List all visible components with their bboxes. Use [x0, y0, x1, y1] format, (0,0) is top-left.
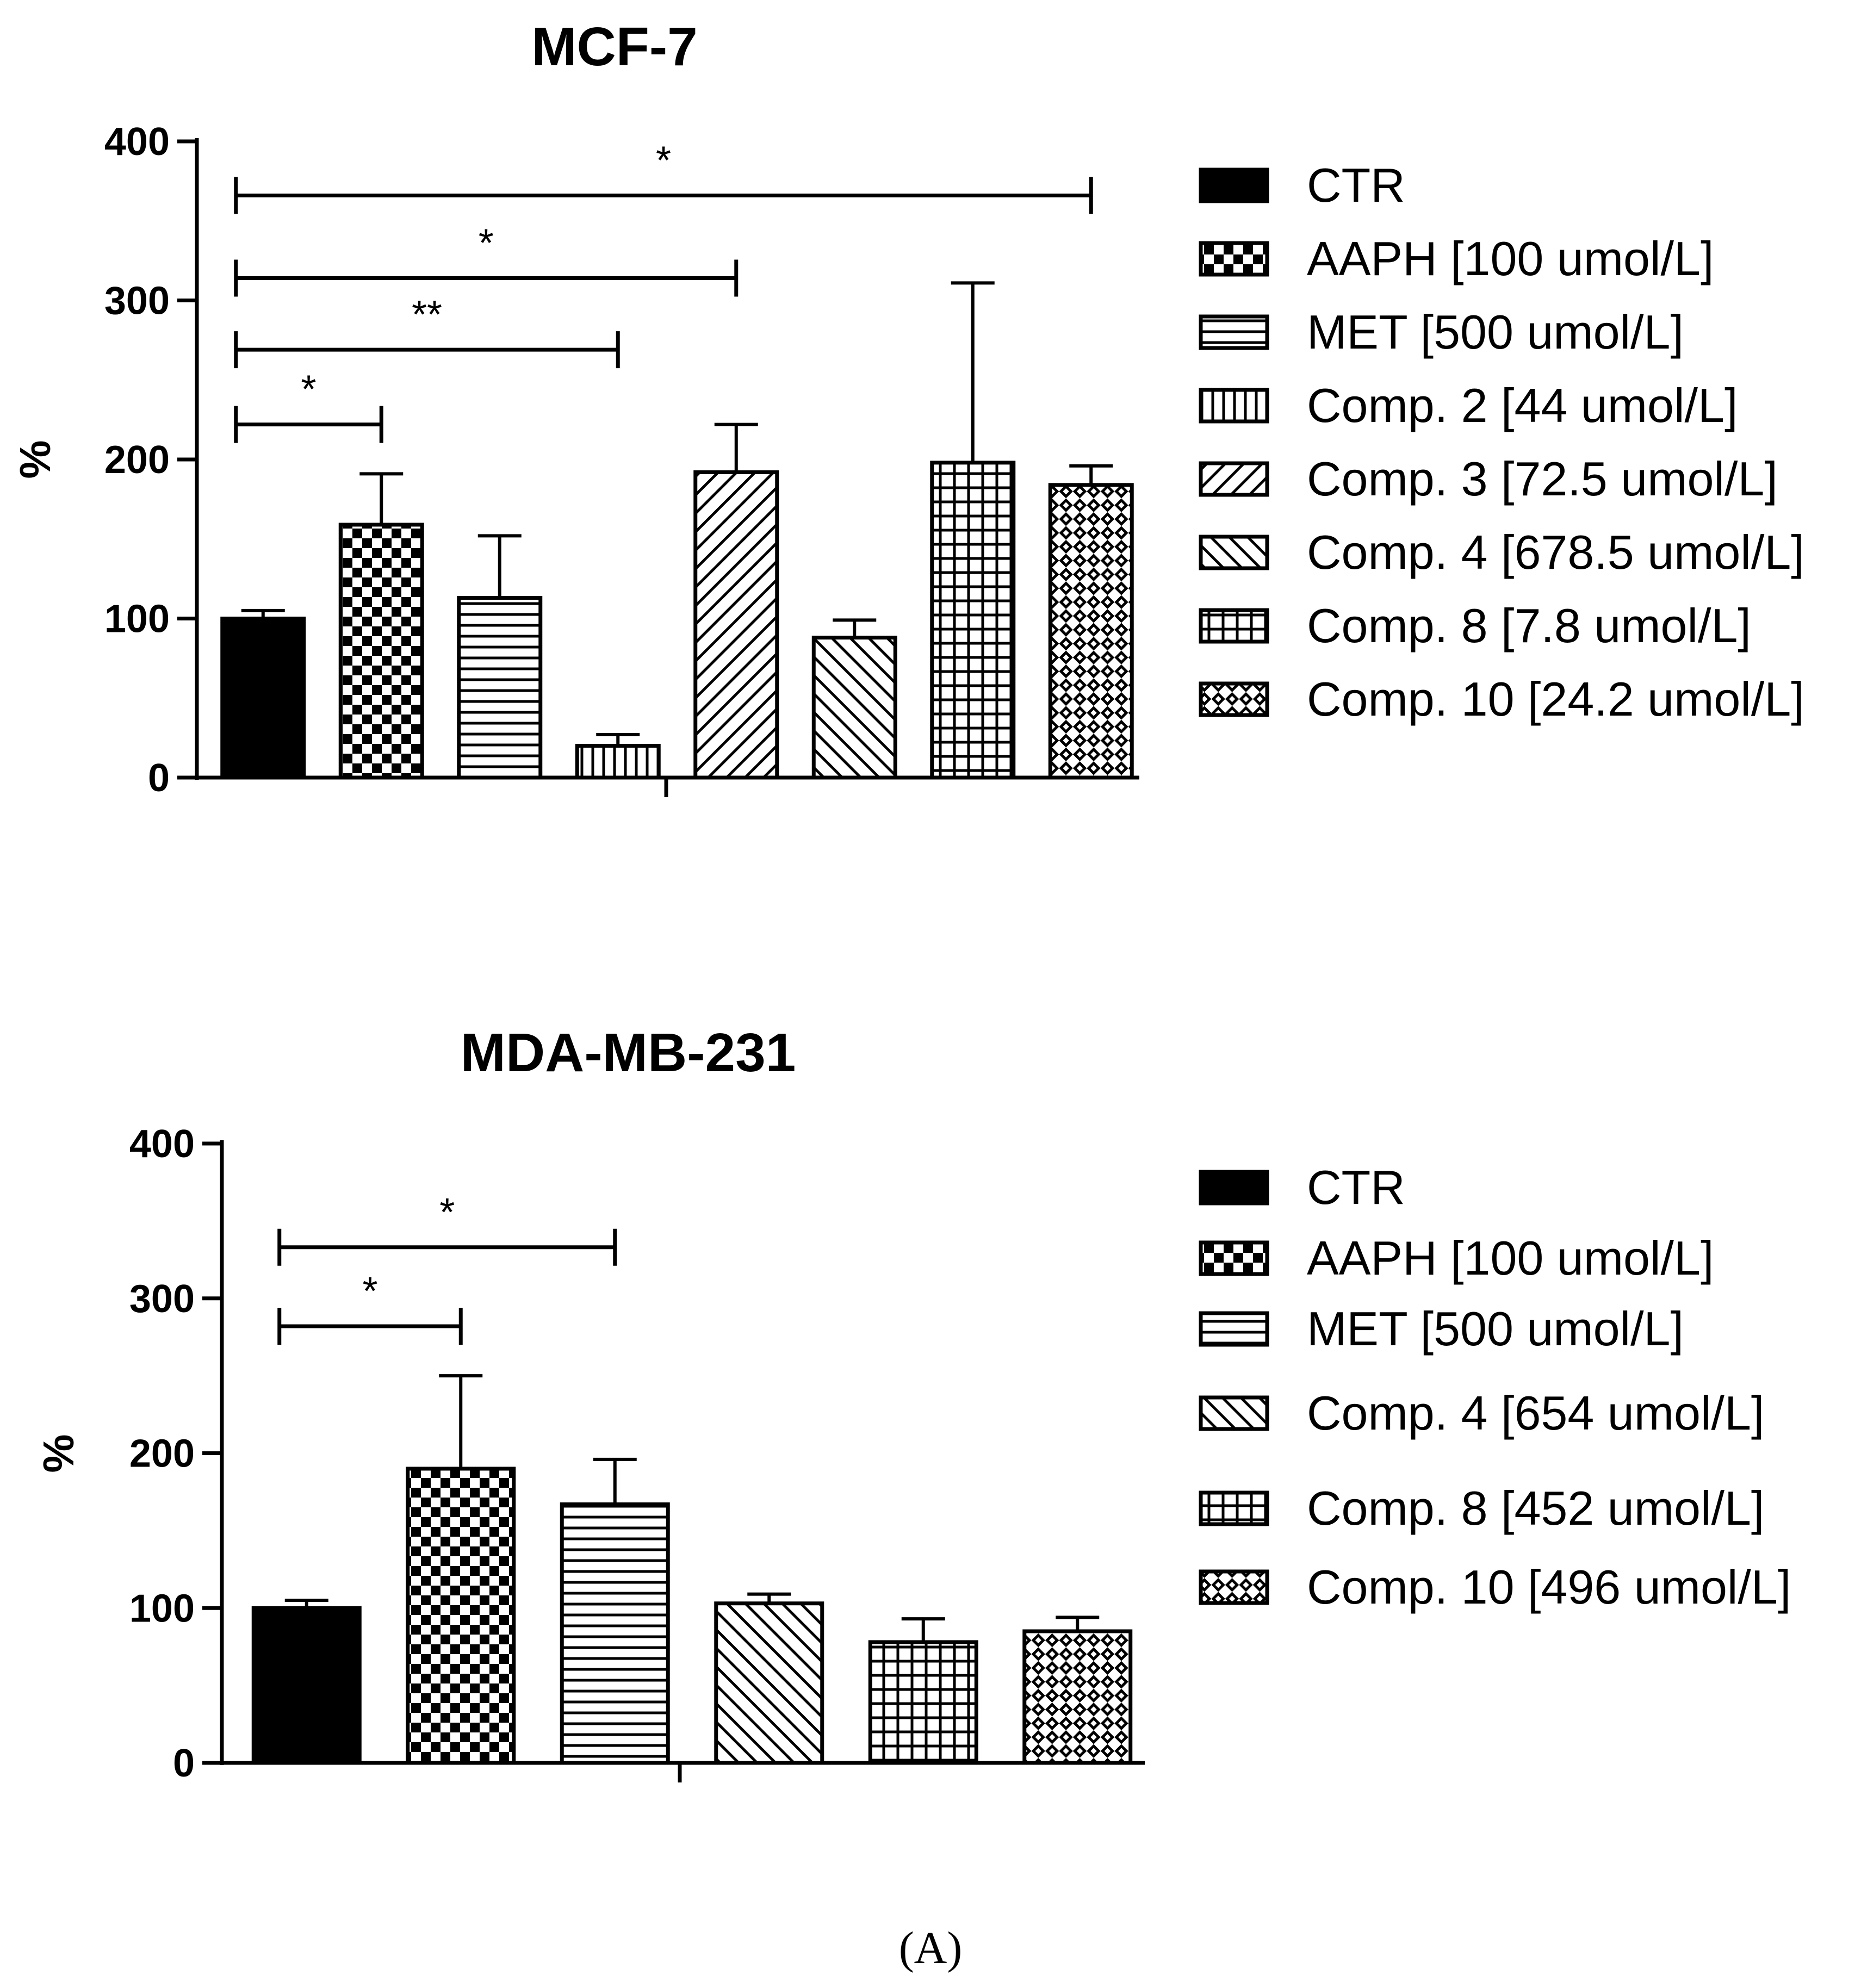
legend-swatch-6: [1199, 608, 1269, 644]
significance-label-1: *: [439, 1191, 455, 1234]
y-axis-label: %: [34, 1434, 83, 1473]
significance-label-0: *: [301, 368, 316, 412]
legend-label-4: Comp. 3 [72.5 umol/L]: [1307, 452, 1778, 506]
bar-1: [338, 523, 424, 780]
y-tick-label-3: 300: [104, 279, 170, 323]
legend-swatch-5: [1199, 1569, 1269, 1605]
chart-1: MDA-MB-231% 0 100 200 300 400 * * CTR AAPH [100 u…: [34, 1022, 1791, 1785]
bar-5: [811, 636, 897, 780]
bar-1: [406, 1467, 516, 1765]
legend-swatch-7: [1199, 681, 1269, 717]
legend-swatch-3: [1199, 1395, 1269, 1431]
legend-swatch-0: [1199, 167, 1269, 203]
legend-swatch-2: [1199, 314, 1269, 350]
significance-label-1: **: [412, 293, 442, 337]
bar-0: [251, 1606, 362, 1765]
y-tick-label-1: 100: [129, 1587, 195, 1630]
legend-label-2: MET [500 umol/L]: [1307, 1302, 1684, 1356]
legend-label-6: Comp. 8 [7.8 umol/L]: [1307, 599, 1751, 653]
y-axis-label: %: [11, 440, 59, 479]
legend-label-5: Comp. 10 [496 umol/L]: [1307, 1560, 1791, 1614]
y-tick-label-2: 200: [129, 1432, 195, 1476]
legend-swatch-5: [1199, 535, 1269, 570]
y-tick-label-4: 400: [104, 120, 170, 164]
y-tick-label-3: 300: [129, 1277, 195, 1321]
significance-label-0: *: [362, 1270, 377, 1313]
bar-4: [693, 470, 779, 780]
bar-3: [714, 1601, 824, 1765]
chart-title: MCF-7: [531, 16, 698, 77]
bar-4: [868, 1640, 978, 1765]
legend-swatch-3: [1199, 388, 1269, 424]
y-tick-label-0: 0: [148, 756, 170, 800]
legend-label-2: MET [500 umol/L]: [1307, 305, 1684, 359]
y-tick-label-0: 0: [173, 1742, 195, 1785]
chart-title: MDA-MB-231: [461, 1022, 796, 1083]
legend-label-0: CTR: [1307, 1160, 1405, 1214]
figure-caption: (A): [899, 1923, 963, 1973]
significance-label-2: *: [479, 222, 494, 265]
legend-label-0: CTR: [1307, 158, 1405, 212]
legend-swatch-1: [1199, 1240, 1269, 1276]
legend-label-4: Comp. 8 [452 umol/L]: [1307, 1481, 1764, 1535]
bar-2: [560, 1502, 670, 1765]
y-tick-label-1: 100: [104, 598, 170, 641]
legend-swatch-2: [1199, 1311, 1269, 1347]
bar-7: [1048, 483, 1134, 780]
legend-label-1: AAPH [100 umol/L]: [1307, 1231, 1714, 1285]
y-tick-label-4: 400: [129, 1122, 195, 1166]
legend-label-7: Comp. 10 [24.2 umol/L]: [1307, 672, 1804, 726]
bar-5: [1022, 1629, 1133, 1765]
bar-3: [575, 744, 661, 780]
legend-label-3: Comp. 4 [654 umol/L]: [1307, 1386, 1764, 1440]
legend-swatch-1: [1199, 241, 1269, 277]
legend-swatch-4: [1199, 461, 1269, 497]
significance-label-3: *: [656, 139, 671, 182]
bar-2: [457, 595, 543, 780]
bar-0: [220, 617, 306, 780]
legend-label-5: Comp. 4 [678.5 umol/L]: [1307, 525, 1804, 579]
legend-swatch-4: [1199, 1490, 1269, 1526]
legend-swatch-0: [1199, 1170, 1269, 1206]
legend-label-3: Comp. 2 [44 umol/L]: [1307, 378, 1738, 432]
y-tick-label-2: 200: [104, 438, 170, 482]
bar-6: [930, 461, 1016, 780]
legend-label-1: AAPH [100 umol/L]: [1307, 232, 1714, 285]
